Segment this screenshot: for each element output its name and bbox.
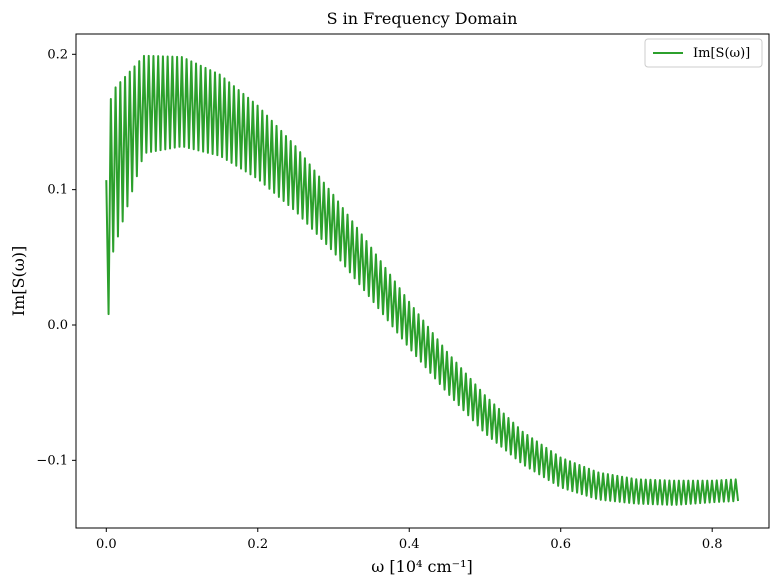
- x-tick-label: 0.6: [550, 537, 571, 552]
- plot-area: [75, 33, 770, 529]
- legend: Im[S(ω)]: [644, 38, 763, 68]
- y-tick-label: 0.2: [47, 47, 68, 62]
- series-line-0: [105, 54, 740, 506]
- legend-label-im-s: Im[S(ω)]: [693, 46, 750, 61]
- series-lines: [105, 54, 740, 506]
- chart-title: S in Frequency Domain: [327, 9, 518, 28]
- x-tick-label: 0.2: [247, 537, 268, 552]
- y-tick-label: 0.1: [47, 183, 68, 198]
- x-axis-label: ω [10⁴ cm⁻¹]: [371, 557, 472, 576]
- x-tick-label: 0.0: [96, 537, 117, 552]
- x-axis-ticks: 0.0 0.2 0.4 0.6 0.8: [96, 528, 723, 552]
- y-axis-label: Im[S(ω)]: [9, 246, 28, 316]
- x-tick-label: 0.8: [702, 537, 723, 552]
- y-tick-label: 0.0: [47, 318, 68, 333]
- y-tick-label: −0.1: [36, 453, 68, 468]
- x-tick-label: 0.4: [399, 537, 420, 552]
- plot-frame: [75, 33, 770, 529]
- legend-box: [644, 38, 763, 68]
- y-axis-ticks: −0.1 0.0 0.1 0.2: [36, 47, 76, 468]
